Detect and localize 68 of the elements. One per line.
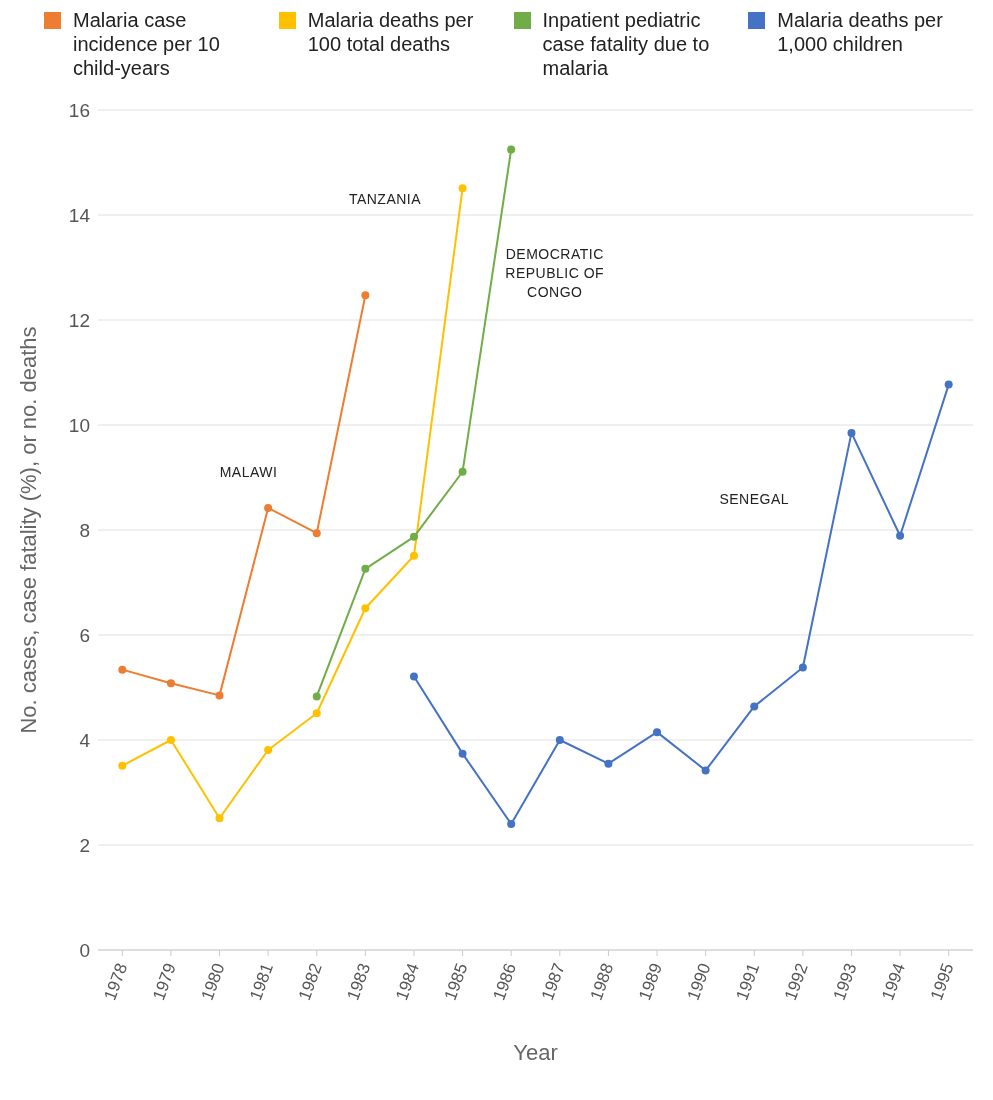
y-tick-label: 10 bbox=[68, 414, 90, 436]
point bbox=[944, 380, 953, 389]
x-tick-label: 1988 bbox=[586, 960, 618, 1003]
x-tick-label: 1995 bbox=[926, 960, 958, 1003]
x-tick-label: 1979 bbox=[149, 960, 180, 1003]
x-tick-label: 1994 bbox=[878, 960, 910, 1003]
point bbox=[507, 820, 516, 828]
y-axis-title: No. cases, case fatality (%), or no. deaths bbox=[15, 326, 41, 734]
point bbox=[847, 428, 856, 437]
point bbox=[798, 663, 807, 672]
y-tick-label: 0 bbox=[79, 939, 90, 961]
x-tick-label: 1989 bbox=[635, 960, 666, 1003]
point bbox=[458, 184, 467, 193]
x-tick-label: 1981 bbox=[246, 960, 278, 1003]
point bbox=[118, 761, 127, 770]
point bbox=[458, 467, 467, 476]
x-tick-label: 1985 bbox=[440, 960, 472, 1003]
x-tick-label: 1986 bbox=[489, 960, 521, 1003]
x-tick-label: 1993 bbox=[829, 960, 861, 1003]
y-tick-label: 8 bbox=[79, 519, 90, 541]
x-tick-label: 1983 bbox=[343, 960, 375, 1003]
point bbox=[264, 745, 273, 754]
x-tick-label: 1992 bbox=[781, 960, 812, 1003]
x-tick-label: 1987 bbox=[537, 960, 569, 1003]
y-tick-label: 14 bbox=[68, 204, 91, 226]
point bbox=[215, 691, 224, 700]
legend-label: Malaria case incidence per 10 child-years bbox=[73, 8, 221, 80]
legend-label: Malaria deaths per 1,000 children bbox=[777, 8, 944, 56]
x-tick-label: 1980 bbox=[197, 960, 229, 1003]
point bbox=[409, 532, 418, 541]
y-tick-label: 2 bbox=[79, 834, 90, 856]
y-tick-label: 4 bbox=[79, 729, 91, 751]
point bbox=[701, 766, 710, 775]
point bbox=[166, 736, 175, 744]
annotation: DEMOCRATIC REPUBLIC OF CONGO bbox=[505, 245, 605, 300]
annotation: SENEGAL bbox=[719, 490, 790, 507]
point bbox=[507, 145, 516, 154]
point bbox=[361, 564, 370, 573]
point bbox=[555, 736, 564, 744]
x-tick-label: 1990 bbox=[683, 960, 715, 1003]
point bbox=[215, 814, 224, 823]
point bbox=[312, 692, 321, 701]
x-tick-label: 1978 bbox=[100, 960, 132, 1003]
point bbox=[458, 749, 467, 758]
point bbox=[312, 529, 321, 538]
y-tick-label: 16 bbox=[68, 99, 90, 121]
point bbox=[653, 728, 662, 737]
x-tick-label: 1991 bbox=[732, 960, 764, 1003]
annotation: TANZANIA bbox=[348, 191, 422, 208]
x-tick-label: 1984 bbox=[392, 960, 423, 1003]
annotation: MALAWI bbox=[219, 464, 278, 481]
point bbox=[118, 665, 127, 674]
legend-label: Inpatient pediatric case fatality due to malaria bbox=[542, 8, 711, 80]
point bbox=[312, 709, 321, 718]
x-tick-label: 1982 bbox=[294, 960, 326, 1003]
point bbox=[264, 503, 273, 512]
y-tick-label: 6 bbox=[79, 624, 90, 646]
point bbox=[409, 551, 418, 560]
point bbox=[166, 679, 175, 688]
x-axis-title: Year bbox=[513, 1040, 558, 1065]
point bbox=[896, 531, 905, 540]
point bbox=[750, 702, 759, 711]
y-tick-label: 12 bbox=[68, 309, 90, 331]
point bbox=[604, 759, 613, 768]
point bbox=[361, 291, 370, 300]
legend-label: Malaria deaths per 100 total deaths bbox=[307, 8, 475, 56]
point bbox=[361, 604, 370, 613]
point bbox=[409, 672, 418, 681]
